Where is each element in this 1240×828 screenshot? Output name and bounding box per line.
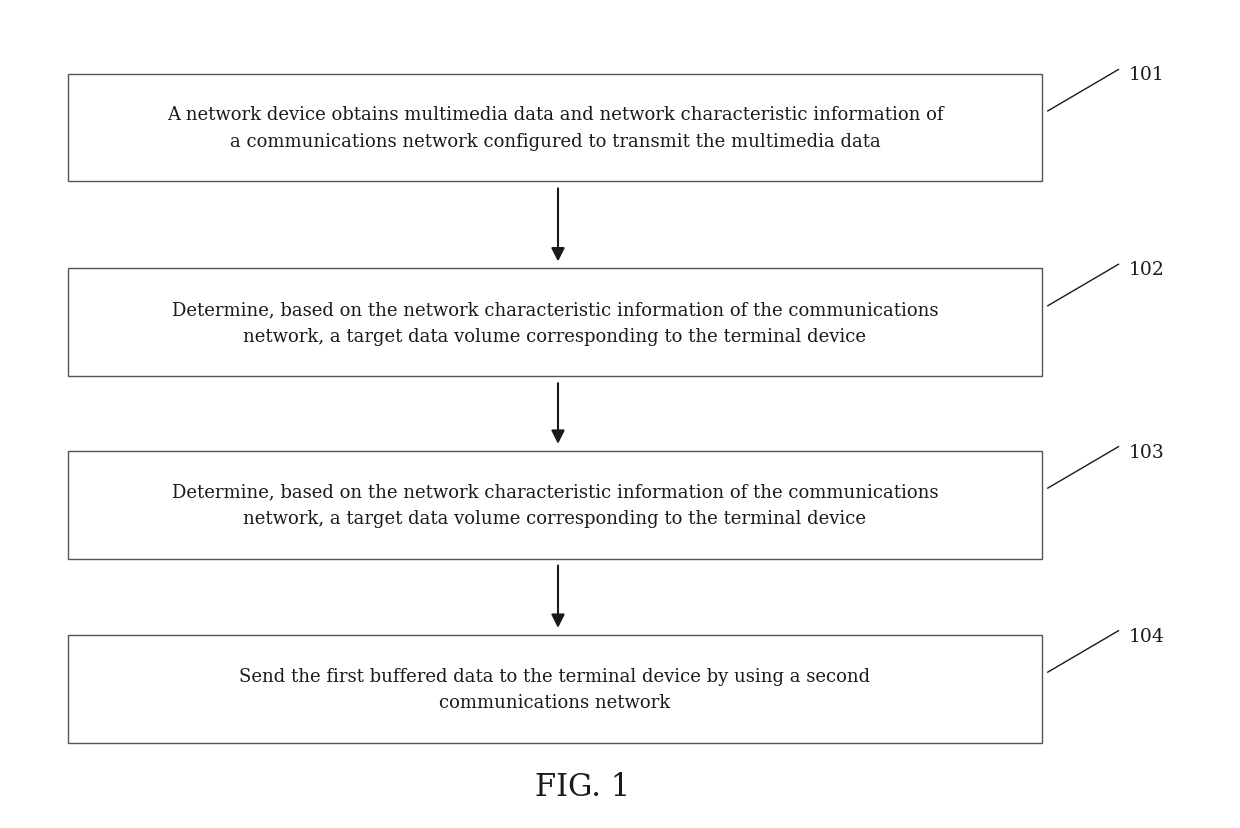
Bar bbox=[68, 451, 1042, 559]
Bar bbox=[68, 75, 1042, 182]
Text: 102: 102 bbox=[1128, 261, 1164, 279]
Text: Send the first buffered data to the terminal device by using a second
communicat: Send the first buffered data to the term… bbox=[239, 667, 870, 711]
Text: 103: 103 bbox=[1128, 443, 1164, 461]
Text: Determine, based on the network characteristic information of the communications: Determine, based on the network characte… bbox=[171, 301, 939, 345]
Text: FIG. 1: FIG. 1 bbox=[536, 771, 630, 802]
Bar bbox=[68, 635, 1042, 743]
Text: A network device obtains multimedia data and network characteristic information : A network device obtains multimedia data… bbox=[166, 106, 944, 151]
Text: Determine, based on the network characteristic information of the communications: Determine, based on the network characte… bbox=[171, 483, 939, 527]
Text: 101: 101 bbox=[1128, 66, 1164, 84]
Text: 104: 104 bbox=[1128, 627, 1164, 645]
Bar bbox=[68, 269, 1042, 377]
